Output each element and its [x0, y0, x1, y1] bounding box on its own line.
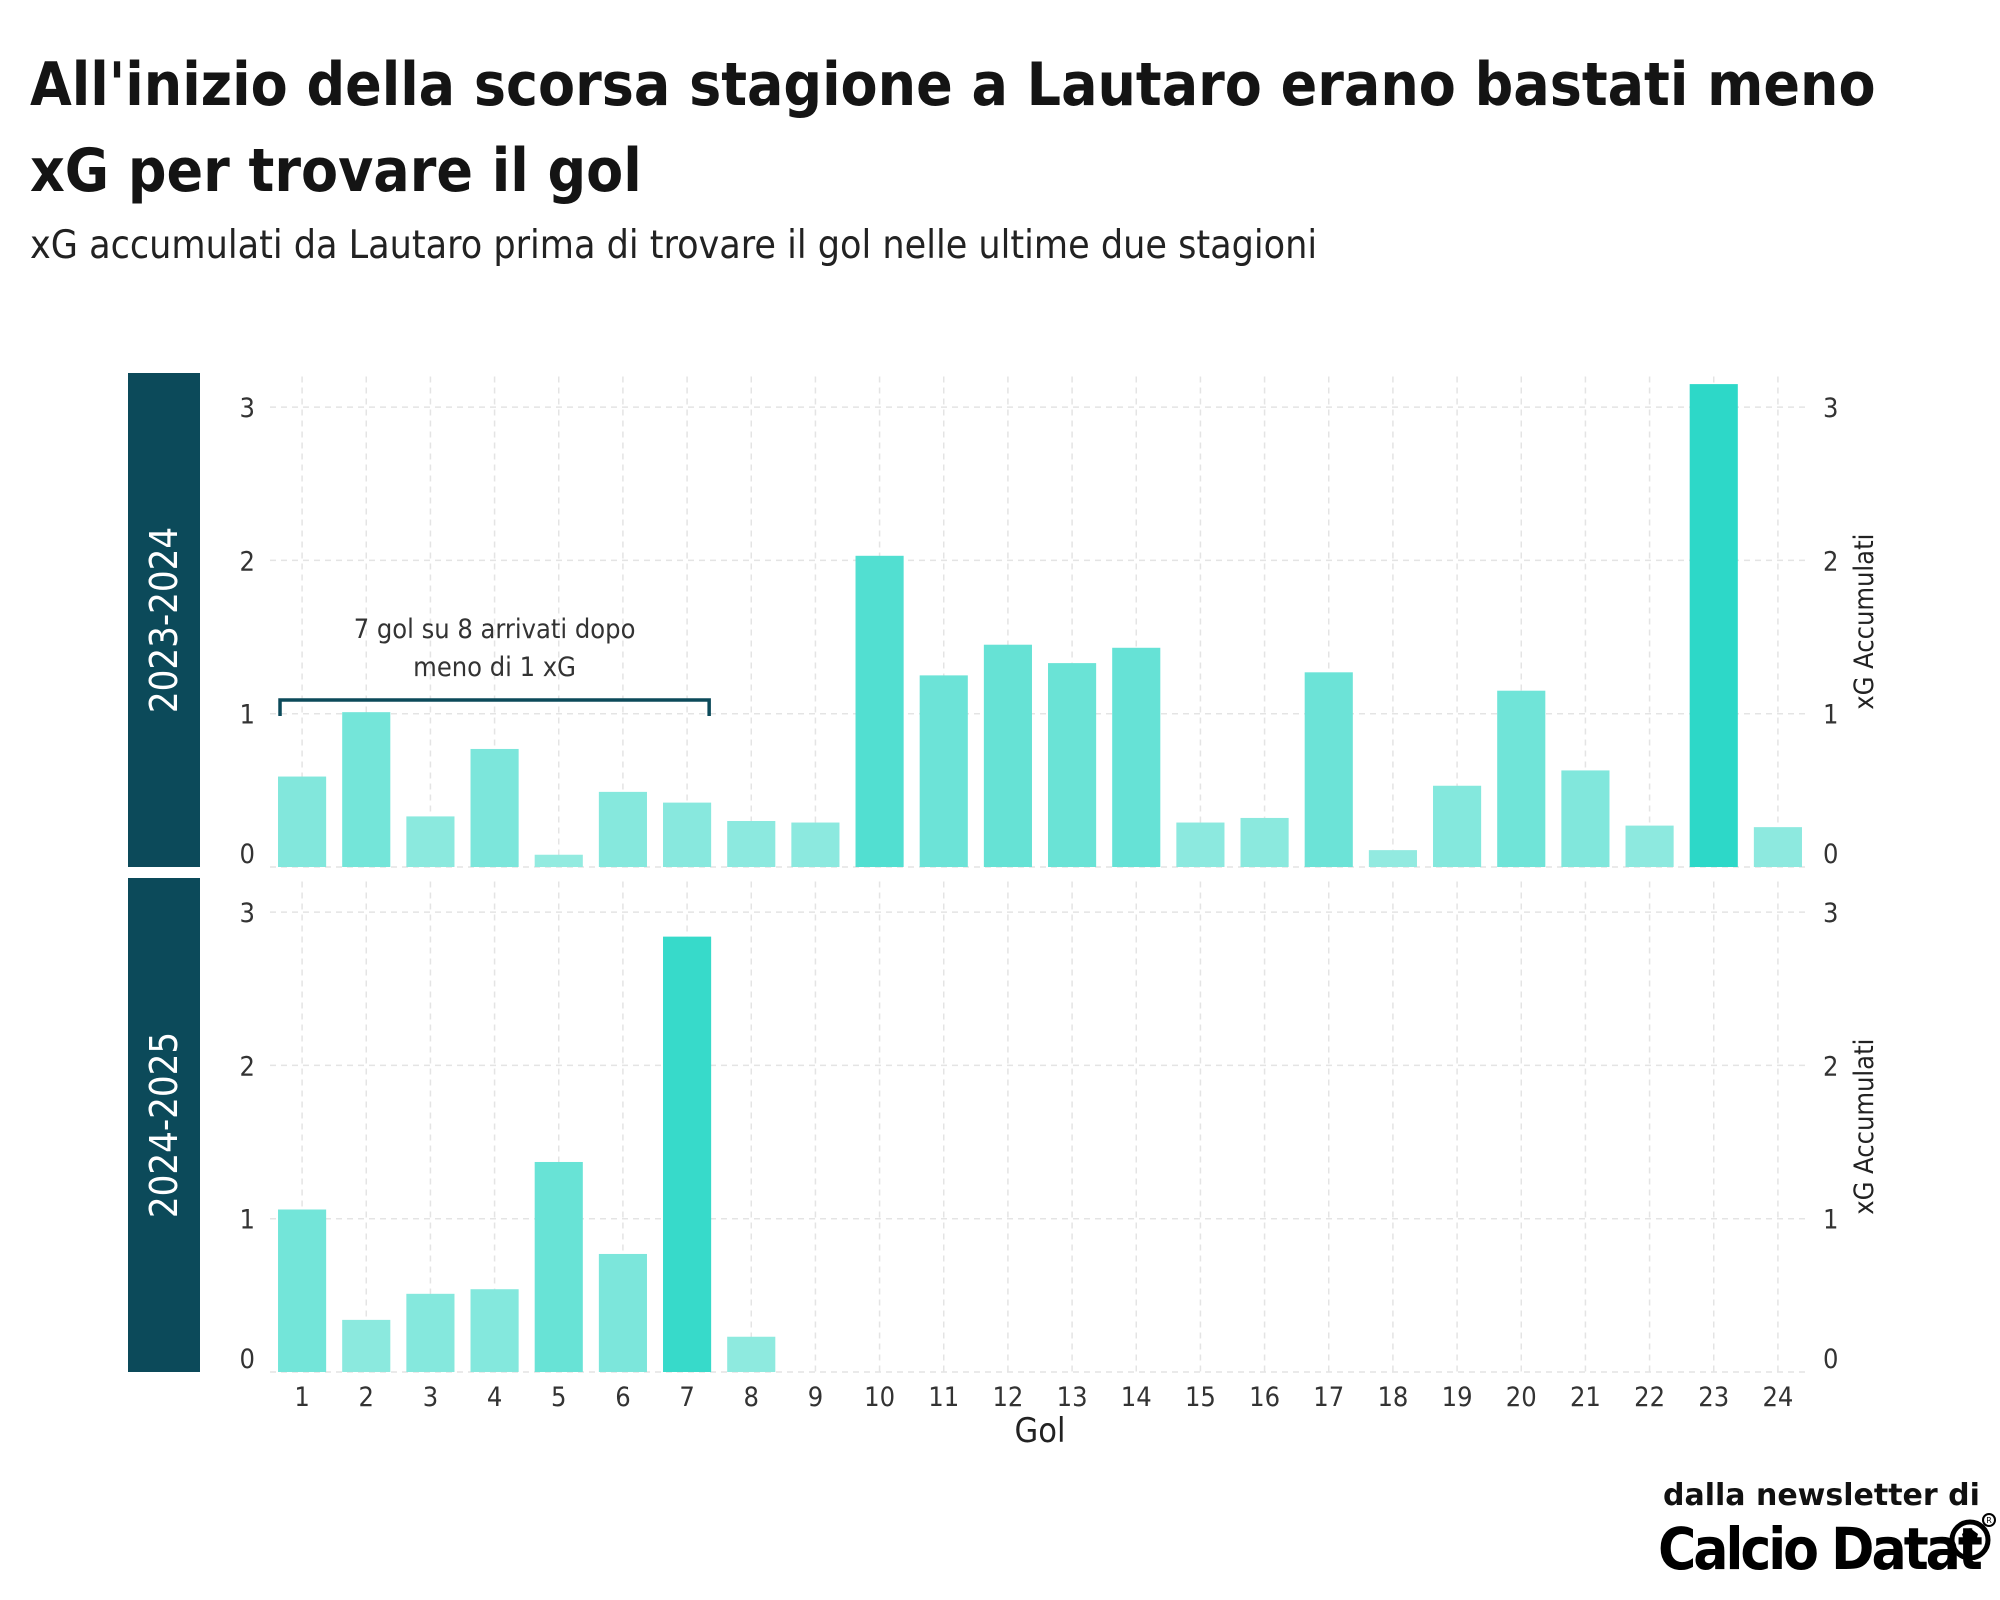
y-tick-label-right: 2 — [1823, 546, 1838, 577]
x-tick-label: 12 — [992, 1382, 1023, 1413]
x-tick-label: 20 — [1506, 1382, 1537, 1413]
bar — [1625, 825, 1674, 867]
x-tick-label: 22 — [1634, 1382, 1665, 1413]
bar — [1176, 822, 1225, 867]
x-tick-label: 23 — [1698, 1382, 1729, 1413]
bar — [470, 1289, 519, 1372]
svg-text:R: R — [1986, 1516, 1992, 1525]
bar — [663, 936, 712, 1372]
bar — [1689, 384, 1738, 867]
x-tick-label: 14 — [1121, 1382, 1152, 1413]
y-tick-label: 3 — [240, 393, 255, 424]
bar — [791, 822, 840, 867]
x-tick-label: 2 — [359, 1382, 374, 1413]
y-axis-title: xG Accumulati — [1849, 1039, 1880, 1215]
y-tick-label: 1 — [240, 700, 255, 731]
annotation-text: 7 gol su 8 arrivati dopo — [354, 614, 636, 645]
x-tick-label: 1 — [294, 1382, 309, 1413]
x-tick-label: 6 — [615, 1382, 630, 1413]
bar — [919, 675, 968, 867]
bar — [598, 1253, 647, 1372]
bar — [278, 1209, 327, 1372]
bar — [342, 1319, 391, 1372]
bar — [598, 791, 647, 867]
bar — [663, 802, 712, 867]
y-tick-label: 2 — [240, 1051, 255, 1082]
y-tick-label: 2 — [240, 546, 255, 577]
y-tick-label-right: 2 — [1823, 1051, 1838, 1082]
bar — [406, 816, 455, 867]
credit-text: dalla newsletter di — [1663, 1478, 1980, 1513]
x-tick-label: 10 — [864, 1382, 895, 1413]
x-tick-label: 8 — [744, 1382, 759, 1413]
y-axis-title: xG Accumulati — [1849, 534, 1880, 710]
x-tick-label: 3 — [423, 1382, 438, 1413]
bar — [1240, 817, 1289, 867]
y-tick-label: 0 — [240, 1344, 255, 1375]
bar — [406, 1293, 455, 1372]
x-tick-label: 15 — [1185, 1382, 1216, 1413]
x-tick-label: 7 — [679, 1382, 694, 1413]
bar — [855, 555, 904, 867]
y-tick-label-right: 1 — [1823, 1205, 1838, 1236]
bar — [1753, 827, 1802, 867]
bar — [727, 821, 776, 867]
facet-strip — [128, 878, 200, 1372]
bar — [278, 776, 327, 867]
y-tick-label-right: 3 — [1823, 393, 1838, 424]
bar — [1112, 647, 1161, 867]
soccer-ball-icon: R — [1949, 1513, 1996, 1560]
bar — [1304, 672, 1353, 867]
y-tick-label: 1 — [240, 1205, 255, 1236]
bar — [1497, 690, 1546, 867]
annotation-text: meno di 1 xG — [413, 652, 576, 683]
x-tick-label: 13 — [1057, 1382, 1088, 1413]
y-tick-label: 3 — [240, 898, 255, 929]
y-tick-label-right: 0 — [1823, 839, 1838, 870]
x-tick-label: 18 — [1377, 1382, 1408, 1413]
x-tick-label: 9 — [808, 1382, 823, 1413]
bar — [1433, 785, 1482, 867]
annotation-bracket — [278, 698, 711, 716]
bar — [470, 748, 519, 867]
bar — [727, 1336, 776, 1372]
x-tick-label: 16 — [1249, 1382, 1280, 1413]
x-tick-label: 17 — [1313, 1382, 1344, 1413]
y-tick-label-right: 3 — [1823, 898, 1838, 929]
x-tick-label: 11 — [928, 1382, 959, 1413]
x-tick-label: 24 — [1762, 1382, 1793, 1413]
y-tick-label-right: 1 — [1823, 700, 1838, 731]
bar — [1368, 850, 1417, 867]
y-tick-label-right: 0 — [1823, 1344, 1838, 1375]
x-tick-label: 5 — [551, 1382, 566, 1413]
facet-strip-label: 2024-2025 — [142, 1032, 186, 1218]
facet-strip — [128, 373, 200, 867]
calcio-datato-logo: Calcio Datat — [1658, 1515, 1983, 1583]
bar — [534, 1161, 583, 1372]
x-tick-label: 4 — [487, 1382, 502, 1413]
x-axis-title: Gol — [1015, 1411, 1066, 1451]
chart-subtitle: xG accumulati da Lautaro prima di trovar… — [30, 223, 1318, 268]
bar — [983, 644, 1032, 867]
bar — [1561, 770, 1610, 867]
bar — [1048, 663, 1097, 867]
y-tick-label: 0 — [240, 839, 255, 870]
bar — [534, 854, 583, 867]
bar — [342, 712, 391, 867]
chart-title: All'inizio della scorsa stagione a Lauta… — [30, 50, 1876, 206]
facet-strip-label: 2023-2024 — [142, 527, 186, 713]
x-tick-label: 21 — [1570, 1382, 1601, 1413]
x-tick-label: 19 — [1442, 1382, 1473, 1413]
